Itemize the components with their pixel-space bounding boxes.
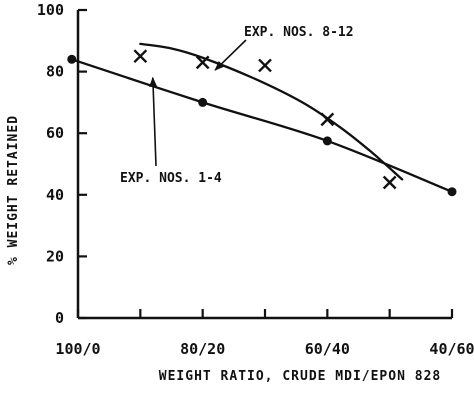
y-tick-label: 40 (46, 186, 64, 204)
series-1-x-point (195, 55, 210, 70)
x-tick-label: 40/60 (429, 340, 474, 358)
annotations: EXP. NOS. 8-12 EXP. NOS. 1-4 (120, 25, 354, 186)
x-tick-label: 100/0 (55, 340, 100, 358)
x-axis-title: WEIGHT RATIO, CRUDE MDI/EPON 828 (159, 369, 441, 384)
series-0-curve (70, 58, 454, 193)
series-0-dot-point (447, 187, 457, 197)
series-1-x-point (258, 58, 272, 73)
annotation-arrow (149, 76, 158, 167)
series-1-x-point (133, 49, 148, 64)
y-tick-label: 0 (55, 309, 64, 327)
annotation-arrow (214, 39, 247, 71)
y-axis-title: % WEIGHT RETAINED (6, 115, 21, 265)
y-tick-label: 100 (37, 1, 64, 19)
series-1-curve (139, 42, 404, 181)
series-1-x-point (382, 175, 397, 190)
y-tick-label: 60 (46, 124, 64, 142)
series-curves (70, 42, 454, 193)
tick-marks (76, 8, 454, 320)
series-0-dot-point (198, 97, 208, 107)
series-markers (67, 49, 457, 197)
tick-labels: 0 20 40 60 80 100 100/0 80/20 60/40 40/60 (37, 1, 474, 358)
y-tick-label: 80 (46, 63, 64, 81)
axes (76, 10, 452, 320)
series-1-x-point (320, 112, 335, 127)
series-0-dot-point (322, 136, 332, 146)
y-tick-label: 20 (46, 247, 64, 265)
annotation-label: EXP. NOS. 1-4 (120, 171, 222, 186)
series-0-dot-point (67, 54, 77, 64)
annotation-label: EXP. NOS. 8-12 (244, 25, 354, 40)
x-tick-label: 80/20 (180, 340, 225, 358)
x-tick-label: 60/40 (305, 340, 350, 358)
